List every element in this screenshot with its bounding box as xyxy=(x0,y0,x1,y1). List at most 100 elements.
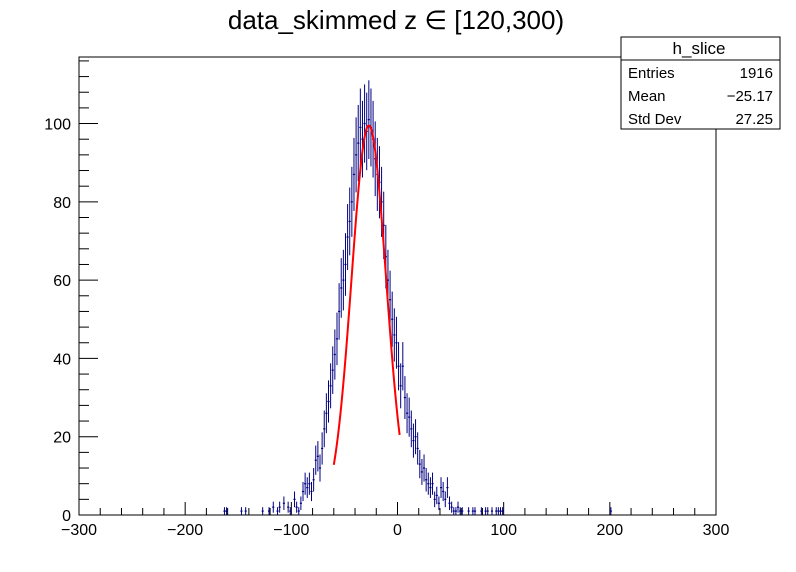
histogram-bin xyxy=(429,477,432,498)
y-tick-label: 0 xyxy=(62,508,71,525)
histogram-bin xyxy=(363,84,366,163)
histogram-bin xyxy=(310,481,313,502)
histogram-bin xyxy=(499,507,502,515)
histogram-bin xyxy=(401,342,404,391)
histogram-bin xyxy=(427,472,430,495)
histogram-bin xyxy=(473,507,477,515)
histogram-bin xyxy=(318,454,322,482)
histogram-bin xyxy=(486,507,489,515)
histogram-bin xyxy=(412,423,415,458)
histogram-bin xyxy=(609,507,612,515)
histogram-bin xyxy=(331,346,334,394)
histogram-bin xyxy=(414,419,417,455)
y-tick-label: 100 xyxy=(44,117,71,134)
histogram-bin xyxy=(416,432,419,465)
histogram-bin xyxy=(342,249,345,311)
histogram-bin xyxy=(405,393,409,434)
histogram-bin xyxy=(442,481,445,502)
stats-mean-value: −25.17 xyxy=(727,88,773,105)
stats-mean-label: Mean xyxy=(628,88,666,105)
histogram-bin xyxy=(297,507,300,515)
histogram-bin xyxy=(410,410,413,448)
histogram-bin xyxy=(403,376,406,420)
histogram-bin xyxy=(490,507,494,515)
histogram-bin xyxy=(399,363,402,409)
histogram-bin xyxy=(361,100,364,178)
histogram-bin xyxy=(357,104,360,182)
x-tick-label: 100 xyxy=(490,522,517,539)
histogram-bin xyxy=(299,496,302,511)
histogram-bin xyxy=(495,507,498,515)
histogram-bin xyxy=(278,501,281,513)
histogram-bin xyxy=(335,312,339,366)
histogram-bin xyxy=(225,507,228,515)
histogram-bin xyxy=(454,507,457,515)
histogram-bin xyxy=(267,507,271,515)
histogram-bin xyxy=(282,496,285,511)
histogram-bin xyxy=(425,468,428,492)
histogram-bin xyxy=(418,449,421,479)
histogram-bin xyxy=(348,187,351,256)
histogram-bin xyxy=(395,316,398,369)
histogram-bin xyxy=(287,501,290,513)
histogram-bin xyxy=(314,445,317,475)
histogram-bin xyxy=(301,481,305,502)
stats-stddev-label: Std Dev xyxy=(628,111,682,128)
stats-entries-value: 1916 xyxy=(740,65,773,82)
histogram-bin xyxy=(456,501,460,513)
gaussian-fit-curve xyxy=(332,124,401,465)
histogram-bin xyxy=(276,507,279,515)
histogram-bin xyxy=(433,491,436,508)
histogram-bin xyxy=(352,137,356,211)
histogram-bin xyxy=(295,501,298,513)
stats-box-frame xyxy=(620,36,781,130)
histogram-bin xyxy=(393,308,396,362)
histogram-bin xyxy=(261,507,264,515)
fit-layer xyxy=(332,124,401,465)
histogram-bin xyxy=(289,507,292,515)
histogram-bin xyxy=(484,507,487,515)
histogram-bin xyxy=(293,491,296,508)
y-tick-label: 20 xyxy=(53,430,71,447)
histogram-bin xyxy=(244,507,247,515)
histogram-bin xyxy=(359,88,362,167)
histogram-bin xyxy=(497,507,500,515)
histogram-bin xyxy=(344,233,347,296)
histogram-bin xyxy=(437,496,440,511)
histogram-bin xyxy=(223,507,226,515)
histogram-bin xyxy=(346,204,349,271)
x-tick-label: 300 xyxy=(703,522,730,539)
histogram-bin xyxy=(408,397,411,437)
histogram-bin xyxy=(446,477,449,498)
tick-labels-layer: −300 −200 −100 0 100 200 300 0 20 40 60 80 100 xyxy=(44,117,729,539)
histogram-bin xyxy=(501,507,504,515)
histogram-bin xyxy=(329,363,332,409)
histogram-bin xyxy=(312,468,315,492)
histogram-bin xyxy=(306,477,309,498)
histogram-bin xyxy=(333,329,336,380)
histogram-bin xyxy=(327,380,330,423)
histogram-bin xyxy=(448,496,451,511)
histogram-bin xyxy=(391,291,394,347)
histogram-bin xyxy=(367,80,370,159)
histogram-bin xyxy=(304,472,307,495)
histogram-bin xyxy=(308,472,311,495)
histogram-bin xyxy=(461,507,464,515)
y-tick-label: 80 xyxy=(53,195,71,212)
histogram-bin xyxy=(338,283,341,340)
x-tick-label: −100 xyxy=(273,522,309,539)
stats-stddev-value: 27.25 xyxy=(735,111,773,128)
histogram-bin xyxy=(323,410,326,448)
histogram-bin xyxy=(321,432,324,465)
histogram-bin xyxy=(435,486,438,505)
histogram-bin xyxy=(471,507,474,515)
histogram-bin xyxy=(439,477,443,498)
x-tick-label: −200 xyxy=(167,522,203,539)
histogram-bin xyxy=(316,441,319,472)
x-tick-label: 0 xyxy=(393,522,402,539)
histogram-bin xyxy=(272,501,275,513)
y-tick-label: 40 xyxy=(53,351,71,368)
histogram-bin xyxy=(350,166,353,237)
stats-entries-label: Entries xyxy=(628,65,675,82)
